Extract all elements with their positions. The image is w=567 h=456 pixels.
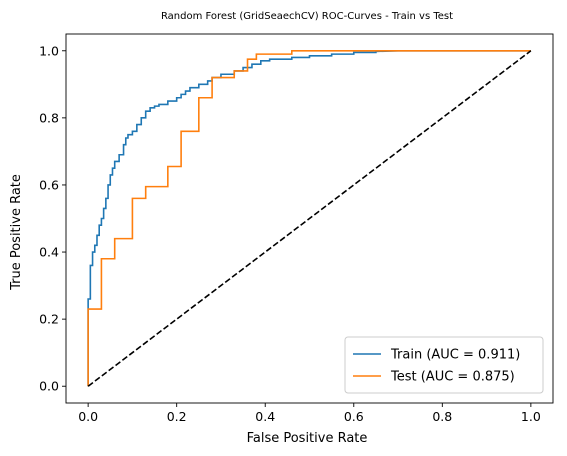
y-tick-label: 0.2	[39, 312, 59, 327]
y-axis-label: True Positive Rate	[9, 174, 24, 291]
series-line-0	[87, 49, 531, 387]
y-tick-label: 0.4	[39, 245, 59, 260]
plot-frame	[65, 33, 554, 404]
y-tick-label: 1.0	[39, 43, 59, 58]
x-tick-label: 0.0	[78, 409, 98, 424]
diagonal-reference-line	[87, 50, 532, 387]
chart-title: Random Forest (GridSeaechCV) ROC-Curves …	[161, 11, 453, 22]
x-tick-label: 0.8	[432, 409, 452, 424]
plot-area	[87, 49, 532, 387]
x-tick-label: 1.0	[521, 409, 541, 424]
series-line-1	[87, 49, 531, 387]
x-tick-label: 0.4	[255, 409, 275, 424]
legend-label: Test (AUC = 0.875)	[390, 370, 515, 385]
legend: Train (AUC = 0.911) Test (AUC = 0.875)	[344, 336, 544, 394]
legend-box	[344, 336, 544, 394]
y-tick-label: 0.6	[39, 177, 59, 192]
axes: 0.0 0.2 0.4 0.6 0.8 1.0 0.0 0.2 0.4 0.6 0.8 1.0	[39, 33, 554, 424]
y-tick-label: 0.8	[39, 110, 59, 125]
x-tick-label: 0.2	[167, 409, 187, 424]
y-tick-label: 0.0	[39, 379, 59, 394]
legend-label: Train (AUC = 0.911)	[390, 348, 520, 363]
x-tick-label: 0.6	[344, 409, 364, 424]
x-axis-label: False Positive Rate	[247, 431, 368, 446]
